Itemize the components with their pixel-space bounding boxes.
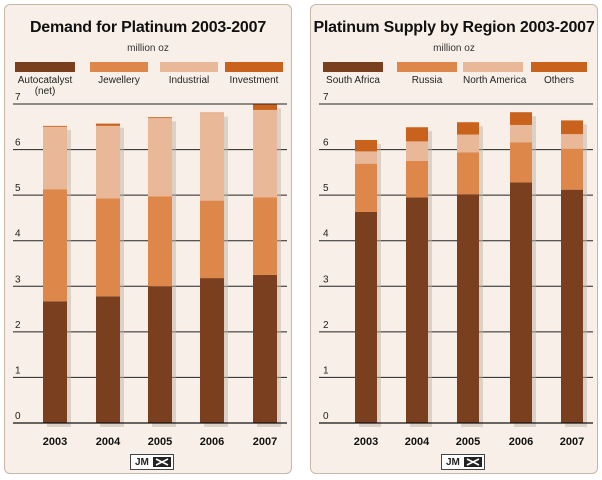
legend-label-russia: Russia bbox=[411, 75, 443, 86]
y-tick-label: 4 bbox=[323, 229, 329, 240]
jm-logo: JM bbox=[130, 454, 174, 470]
demand-bar-segment bbox=[148, 118, 172, 197]
demand-bar-segment bbox=[253, 104, 277, 110]
x-tick-label: 2005 bbox=[148, 436, 172, 448]
supply-bar-segment bbox=[406, 127, 428, 142]
supply-bar-segment bbox=[406, 141, 428, 161]
legend-swatch-russia bbox=[397, 62, 457, 72]
demand-bar-segment bbox=[43, 189, 67, 302]
legend-swatch-investment bbox=[225, 62, 283, 72]
demand-chart-unit: million oz bbox=[127, 43, 169, 54]
legend-swatch-autocatalyst bbox=[15, 62, 75, 72]
supply-chart-unit: million oz bbox=[433, 43, 475, 54]
legend-swatch-others bbox=[531, 62, 587, 72]
demand-bar-segment bbox=[200, 200, 224, 279]
supply-chart-plot: 0 1 2 3 4 5 6 7 2003 2004 2005 2006 2007 bbox=[319, 92, 593, 448]
supply-bar-segment bbox=[457, 152, 479, 195]
legend-label-autocatalyst: Autocatalyst (net) bbox=[17, 75, 73, 97]
y-tick-label: 3 bbox=[15, 274, 21, 285]
demand-bar-segment bbox=[200, 278, 224, 423]
jm-logo: JM bbox=[441, 454, 485, 470]
x-tick-label: 2007 bbox=[560, 436, 584, 448]
demand-bar-segment bbox=[96, 296, 120, 423]
y-tick-label: 5 bbox=[15, 183, 21, 194]
y-tick-label: 6 bbox=[323, 138, 329, 149]
demand-bar-segment bbox=[253, 274, 277, 423]
legend-label-south-africa: South Africa bbox=[326, 75, 380, 86]
supply-bar-segment bbox=[561, 134, 583, 149]
demand-bar-segment bbox=[148, 196, 172, 287]
jm-logo-mark-icon bbox=[464, 457, 482, 467]
supply-bar-segment bbox=[510, 182, 532, 423]
supply-bar-segment bbox=[406, 160, 428, 198]
supply-bar-segment bbox=[510, 124, 532, 143]
supply-chart-title: Platinum Supply by Region 2003-2007 bbox=[313, 19, 595, 36]
supply-bar-segment bbox=[457, 122, 479, 135]
x-tick-label: 2006 bbox=[509, 436, 533, 448]
y-tick-label: 4 bbox=[15, 229, 21, 240]
supply-bar-segment bbox=[510, 112, 532, 125]
supply-bar-segment bbox=[355, 212, 377, 423]
supply-bar-segment bbox=[355, 163, 377, 213]
demand-bar-segment bbox=[96, 123, 120, 126]
demand-bar-segment bbox=[96, 125, 120, 199]
y-tick-label: 2 bbox=[323, 320, 329, 331]
demand-chart-panel: Demand for Platinum 2003-2007 million oz… bbox=[4, 4, 292, 474]
legend-swatch-north-america bbox=[463, 62, 523, 72]
supply-bar-segment bbox=[406, 197, 428, 423]
x-tick-label: 2003 bbox=[354, 436, 378, 448]
y-tick-label: 5 bbox=[323, 183, 329, 194]
y-tick-label: 6 bbox=[15, 138, 21, 149]
demand-chart-title: Demand for Platinum 2003-2007 bbox=[29, 19, 267, 36]
legend-label-others: Others bbox=[543, 75, 574, 86]
legend-swatch-south-africa bbox=[323, 62, 383, 72]
jm-logo-mark-icon bbox=[153, 457, 171, 467]
legend-swatch-jewellery bbox=[90, 62, 148, 72]
y-tick-label: 1 bbox=[15, 365, 21, 376]
supply-bar-segment bbox=[510, 142, 532, 183]
demand-bar-segment bbox=[43, 126, 67, 190]
jm-logo-text: JM bbox=[135, 457, 149, 468]
legend-label-jewellery: Jewellery bbox=[98, 75, 140, 86]
demand-chart-plot: 0 1 2 3 4 5 6 7 2003 2004 2005 2006 2007 bbox=[13, 92, 287, 448]
supply-bar-segment bbox=[561, 148, 583, 190]
y-tick-label: 0 bbox=[323, 411, 329, 422]
x-tick-label: 2004 bbox=[405, 436, 430, 448]
y-tick-label: 1 bbox=[323, 365, 329, 376]
supply-bar-segment bbox=[561, 189, 583, 423]
legend-label-industrial: Industrial bbox=[168, 75, 210, 86]
supply-bar-segment bbox=[457, 134, 479, 153]
demand-bar-segment bbox=[148, 286, 172, 423]
demand-bar-segment bbox=[253, 197, 277, 275]
demand-bar-segment bbox=[200, 113, 224, 201]
y-tick-label: 0 bbox=[15, 411, 21, 422]
supply-bar-segment bbox=[457, 194, 479, 423]
demand-bar-segment bbox=[253, 109, 277, 198]
x-tick-label: 2007 bbox=[253, 436, 277, 448]
demand-bar-segment bbox=[43, 301, 67, 423]
x-tick-label: 2004 bbox=[96, 436, 121, 448]
supply-chart-panel: Platinum Supply by Region 2003-2007 mill… bbox=[310, 4, 598, 474]
x-tick-label: 2006 bbox=[200, 436, 224, 448]
supply-bar-segment bbox=[561, 120, 583, 135]
demand-bar-segment bbox=[43, 125, 67, 127]
legend-label-north-america: North America bbox=[463, 75, 527, 86]
demand-bar-segment bbox=[148, 117, 172, 119]
legend-swatch-industrial bbox=[160, 62, 218, 72]
demand-bar-segment bbox=[96, 198, 120, 297]
supply-bar-segment bbox=[355, 140, 377, 152]
y-tick-label: 7 bbox=[15, 92, 21, 103]
jm-logo-text: JM bbox=[446, 457, 460, 468]
x-tick-label: 2005 bbox=[456, 436, 480, 448]
supply-bar-segment bbox=[355, 151, 377, 164]
y-tick-label: 2 bbox=[15, 320, 21, 331]
y-tick-label: 3 bbox=[323, 274, 329, 285]
legend-label-investment: Investment bbox=[229, 75, 279, 86]
x-tick-label: 2003 bbox=[43, 436, 67, 448]
y-tick-label: 7 bbox=[323, 92, 329, 103]
